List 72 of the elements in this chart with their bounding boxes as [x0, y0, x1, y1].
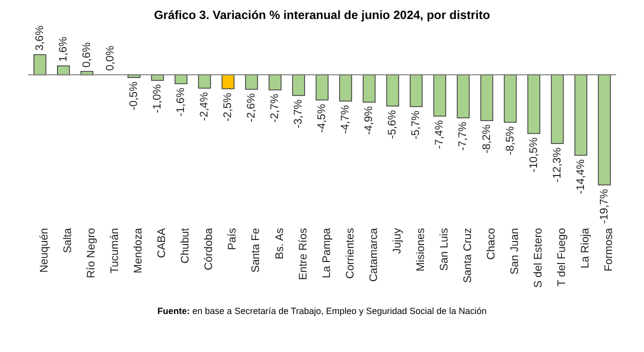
data-label: -8,5% — [504, 126, 516, 156]
data-label: -5,7% — [410, 110, 422, 140]
x-tick-label: San Luis — [438, 228, 450, 271]
data-label: -1,0% — [151, 84, 164, 114]
data-label: -7,4% — [434, 120, 446, 149]
bar — [574, 74, 588, 156]
x-tick-label: S del Estero — [532, 228, 544, 288]
bar — [292, 74, 305, 96]
data-label: -2,7% — [269, 94, 282, 123]
bar — [598, 74, 611, 186]
data-label: -14,4% — [574, 159, 587, 194]
x-tick-label: Corrientes — [344, 228, 356, 279]
data-label: -4,9% — [363, 106, 376, 135]
bar — [410, 74, 423, 108]
source-note: Fuente: en base a Secretaría de Trabajo, Empleo y Seguridad Social de la Nación — [156, 306, 488, 316]
x-tick-label: Santa Cruz — [462, 228, 474, 284]
x-tick-label: San Juan — [508, 228, 521, 274]
bar — [433, 74, 446, 117]
bar — [33, 54, 46, 76]
bar — [316, 74, 329, 100]
data-label: -2,4% — [198, 92, 211, 121]
x-tick-label: Jujuy — [391, 228, 404, 254]
bar — [456, 74, 470, 118]
x-tick-label: Río Negro — [86, 228, 98, 278]
x-tick-label: Chubut — [180, 228, 192, 264]
x-tick-label: Córdoba — [203, 227, 216, 270]
data-label: -2,6% — [246, 93, 258, 122]
bar — [222, 74, 234, 90]
data-label: -0,5% — [128, 81, 140, 110]
bar — [386, 74, 400, 106]
x-tick-label: Entre Ríos — [297, 228, 310, 280]
x-tick-label: Misiones — [414, 228, 427, 272]
x-tick-label: Tucumán — [109, 228, 122, 274]
data-label: 0,6% — [80, 42, 93, 68]
bar — [527, 74, 540, 134]
bar — [268, 74, 282, 90]
data-label: -19,7% — [598, 188, 610, 224]
data-label: -7,7% — [457, 122, 470, 151]
data-label: -5,6% — [386, 110, 399, 139]
x-tick-label: T del Fuego — [556, 228, 568, 287]
chart-title: Gráfico 3. Variación % interanual de junio 2024, por distrito — [152, 8, 492, 22]
x-tick-label: La Rioja — [580, 227, 592, 268]
data-label: -10,5% — [528, 137, 540, 172]
data-label: -2,5% — [222, 92, 234, 122]
x-tick-label: Neuquén — [38, 228, 51, 273]
x-tick-label: La Pampa — [320, 227, 333, 278]
x-tick-label: Mendoza — [132, 227, 145, 274]
data-label: -3,7% — [292, 99, 305, 128]
x-tick-label: Formosa — [603, 227, 616, 272]
x-tick-label: Chaco — [485, 228, 498, 260]
x-tick-label: Santa Fe — [250, 228, 262, 273]
data-label: 0,0% — [104, 45, 116, 71]
data-label: -8,2% — [480, 124, 493, 154]
bar — [550, 74, 564, 144]
bar — [57, 65, 70, 76]
x-tick-label: Salta — [62, 227, 74, 254]
bar — [504, 74, 517, 123]
x-tick-label: CABA — [156, 227, 168, 258]
data-label: -4,7% — [340, 104, 352, 134]
data-label: -12,3% — [551, 147, 564, 182]
x-tick-label: País — [226, 228, 239, 250]
bar — [480, 74, 494, 122]
bar — [245, 74, 258, 90]
data-label: -4,5% — [316, 104, 328, 133]
x-tick-label: Catamarca — [368, 227, 380, 282]
bar — [362, 74, 376, 103]
data-label: -1,6% — [175, 88, 187, 116]
x-tick-label: Bs. As — [274, 228, 286, 260]
bar — [198, 74, 211, 89]
bar — [339, 74, 352, 102]
data-label: 1,6% — [57, 36, 70, 62]
data-label: 3,6% — [34, 25, 46, 51]
